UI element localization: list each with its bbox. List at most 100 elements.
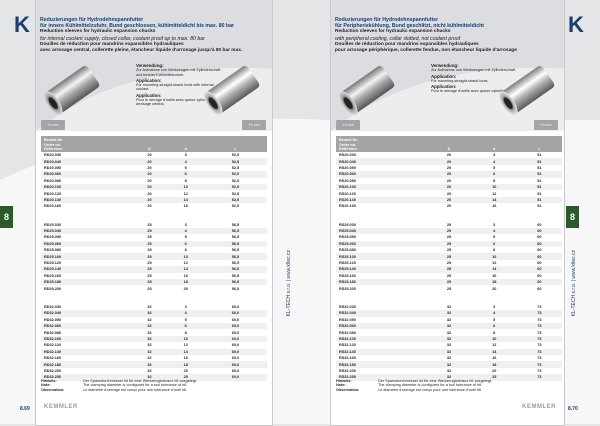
cell-L: 60,0 bbox=[203, 322, 267, 330]
col-code-label: Bestell-Nr. bbox=[339, 138, 358, 143]
cell-L: 56,5 bbox=[231, 286, 240, 291]
cell-D: 32 bbox=[147, 356, 152, 361]
cell-code: RD32.060 bbox=[41, 322, 132, 330]
cell-code: RS32.040 bbox=[336, 310, 427, 317]
table-row: RD25.050 25 5 56,5 bbox=[41, 234, 267, 240]
cell-D: 25 bbox=[131, 279, 168, 286]
notes: Hinweis: Der Spanndurchmesser ist für ein… bbox=[336, 379, 492, 392]
cell-D: 25 bbox=[446, 261, 452, 266]
cell-L: 73 bbox=[516, 374, 562, 381]
kemmler-logo: K bbox=[14, 12, 30, 37]
table-row: RD25.080 25 8 56,5 bbox=[41, 247, 267, 253]
cell-D: 25 bbox=[446, 222, 452, 227]
cell-L: 56,5 bbox=[203, 266, 267, 273]
table-row: RD20.060 20 6 52,5 bbox=[41, 171, 267, 178]
cell-d: 5 bbox=[184, 235, 187, 240]
cell-L: 73 bbox=[537, 356, 542, 361]
table-row: RS32.250 32 25 73 bbox=[336, 374, 562, 381]
cell-d: 14 bbox=[471, 196, 517, 204]
cell-L: 56,5 bbox=[231, 261, 240, 266]
cell-d: 6 bbox=[167, 171, 204, 178]
cell-d: 5 bbox=[493, 317, 496, 322]
cell-D: 20 bbox=[446, 165, 452, 170]
col-D: D bbox=[131, 136, 168, 152]
table-row: RS32.120 32 12 73 bbox=[336, 342, 562, 348]
company-vertical-text: KL-TECH s.r.o. | www.kltec.cz bbox=[286, 250, 292, 317]
cell-D: 32 bbox=[147, 317, 152, 322]
cell-L: 73 bbox=[537, 317, 542, 322]
usage-text: Pour le serrage d'outils avec queue cyli… bbox=[136, 98, 219, 107]
cell-D: 32 bbox=[426, 322, 472, 330]
note-label: Hinweis: bbox=[41, 379, 57, 383]
article-button[interactable]: Yx.xxx bbox=[336, 120, 360, 130]
table-header-row: Bestell-Nr. Order no. Référence D d L bbox=[41, 136, 267, 152]
cell-D: 32 bbox=[147, 368, 152, 373]
cell-D: 25 bbox=[147, 235, 152, 240]
cell-d: 8 bbox=[493, 178, 496, 183]
cell-d: 16 bbox=[183, 204, 188, 209]
article-button[interactable]: Yx.xxx bbox=[41, 120, 65, 130]
table-row: RD32.250 32 25 60,0 bbox=[41, 374, 267, 381]
cell-d: 3 bbox=[184, 153, 187, 158]
table-row: RS20.050 20 5 51 bbox=[336, 165, 562, 171]
cell-code: RS25.030 bbox=[339, 222, 356, 227]
cell-d: 10 bbox=[471, 183, 517, 191]
table-row: RD25.180 25 18 56,5 bbox=[41, 279, 267, 286]
table-row: RD32.100 32 10 60,0 bbox=[41, 335, 267, 343]
cell-L: 60 bbox=[537, 261, 542, 266]
chapter-tab[interactable]: 8 bbox=[566, 206, 579, 228]
cell-code: RD20.100 bbox=[41, 183, 132, 191]
usage-description: Verwendung: Zur Aufnahme von Werkzeugen m… bbox=[136, 63, 226, 109]
cell-D: 20 bbox=[446, 178, 452, 183]
chapter-tab[interactable]: 8 bbox=[0, 206, 13, 228]
table-row: RS20.030 20 3 51 bbox=[336, 152, 562, 158]
col-d: d bbox=[471, 136, 517, 152]
cell-L: 60 bbox=[516, 240, 562, 248]
table-row: RD25.160 25 16 56,5 bbox=[41, 273, 267, 279]
cell-code: RS25.100 bbox=[336, 253, 427, 260]
cell-L: 73 bbox=[516, 310, 562, 317]
table-row: RS32.080 32 8 73 bbox=[336, 329, 562, 335]
usage-text: Zur Aufnahme von Werkzeugen mit Zylinder… bbox=[431, 68, 517, 73]
cell-d: 4 bbox=[167, 158, 204, 165]
cell-d: 6 bbox=[471, 322, 517, 330]
cell-L: 52,5 bbox=[203, 183, 267, 191]
cell-d: 5 bbox=[493, 235, 496, 240]
table-row: RS20.120 20 12 51 bbox=[336, 190, 562, 196]
cell-D: 32 bbox=[131, 374, 168, 381]
cell-code: RS20.080 bbox=[339, 178, 356, 183]
cell-D: 32 bbox=[426, 310, 472, 317]
cell-L: 73 bbox=[516, 322, 562, 330]
cell-D: 32 bbox=[446, 330, 452, 335]
col-code-label: Order no. bbox=[44, 142, 62, 147]
group-spacer bbox=[336, 210, 562, 222]
cell-d: 4 bbox=[471, 227, 517, 235]
cell-D: 20 bbox=[426, 158, 472, 165]
page-header: Reduzierungen für Hydrodehnspannfutter fü… bbox=[36, 0, 272, 131]
cell-d: 20 bbox=[183, 368, 188, 373]
cell-code: RS20.100 bbox=[336, 183, 427, 191]
table-row: RS25.100 25 10 60 bbox=[336, 253, 562, 260]
cell-code: RS25.160 bbox=[339, 273, 356, 278]
cell-d: 10 bbox=[167, 253, 204, 260]
cell-code: RS32.120 bbox=[339, 343, 356, 348]
cell-code: RD32.140 bbox=[41, 348, 132, 355]
table-row: RD32.200 32 20 60,0 bbox=[41, 368, 267, 374]
cell-code: RD32.080 bbox=[44, 330, 62, 335]
cell-L: 60,0 bbox=[231, 356, 240, 361]
cell-L: 60 bbox=[516, 266, 562, 273]
cell-code: RD20.050 bbox=[44, 165, 62, 170]
cell-L: 60,0 bbox=[231, 343, 240, 348]
cell-D: 25 bbox=[147, 222, 152, 227]
cell-L: 60,0 bbox=[203, 310, 267, 317]
table-row: RS20.080 20 8 51 bbox=[336, 178, 562, 184]
info-button[interactable]: Yx.xxx bbox=[242, 120, 266, 130]
cell-d: 8 bbox=[184, 248, 187, 253]
group-spacer bbox=[41, 292, 267, 304]
info-button[interactable]: Yx.xxx bbox=[534, 120, 558, 130]
col-code-label: Référence bbox=[339, 146, 358, 151]
cell-code: RD32.040 bbox=[41, 310, 132, 317]
cell-L: 60,0 bbox=[203, 374, 267, 381]
cell-d: 12 bbox=[183, 261, 188, 266]
cell-d: 25 bbox=[167, 374, 204, 381]
